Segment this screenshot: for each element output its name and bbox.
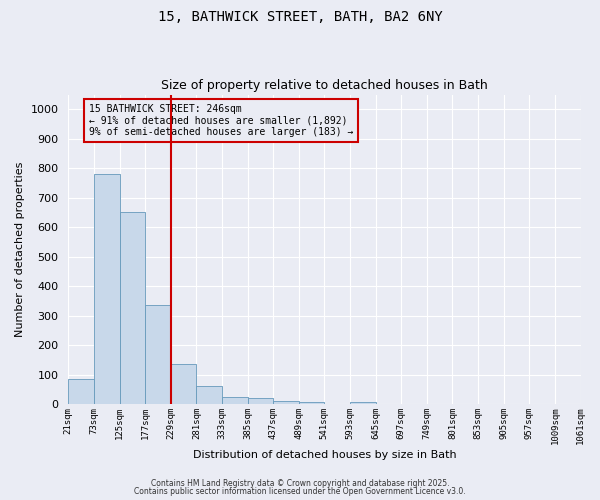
Text: Contains public sector information licensed under the Open Government Licence v3: Contains public sector information licen…	[134, 487, 466, 496]
Bar	[171, 364, 196, 404]
Text: Contains HM Land Registry data © Crown copyright and database right 2025.: Contains HM Land Registry data © Crown c…	[151, 478, 449, 488]
Title: Size of property relative to detached houses in Bath: Size of property relative to detached ho…	[161, 79, 488, 92]
Bar	[299, 402, 325, 404]
Text: 15 BATHWICK STREET: 246sqm
← 91% of detached houses are smaller (1,892)
9% of se: 15 BATHWICK STREET: 246sqm ← 91% of deta…	[89, 104, 353, 137]
Bar	[145, 306, 171, 404]
Bar	[222, 396, 248, 404]
X-axis label: Distribution of detached houses by size in Bath: Distribution of detached houses by size …	[193, 450, 456, 460]
Y-axis label: Number of detached properties: Number of detached properties	[15, 162, 25, 337]
Bar	[119, 212, 145, 404]
Bar	[273, 401, 299, 404]
Bar	[248, 398, 273, 404]
Bar	[350, 402, 376, 404]
Bar	[68, 379, 94, 404]
Bar	[94, 174, 119, 404]
Bar	[196, 386, 222, 404]
Text: 15, BATHWICK STREET, BATH, BA2 6NY: 15, BATHWICK STREET, BATH, BA2 6NY	[158, 10, 442, 24]
